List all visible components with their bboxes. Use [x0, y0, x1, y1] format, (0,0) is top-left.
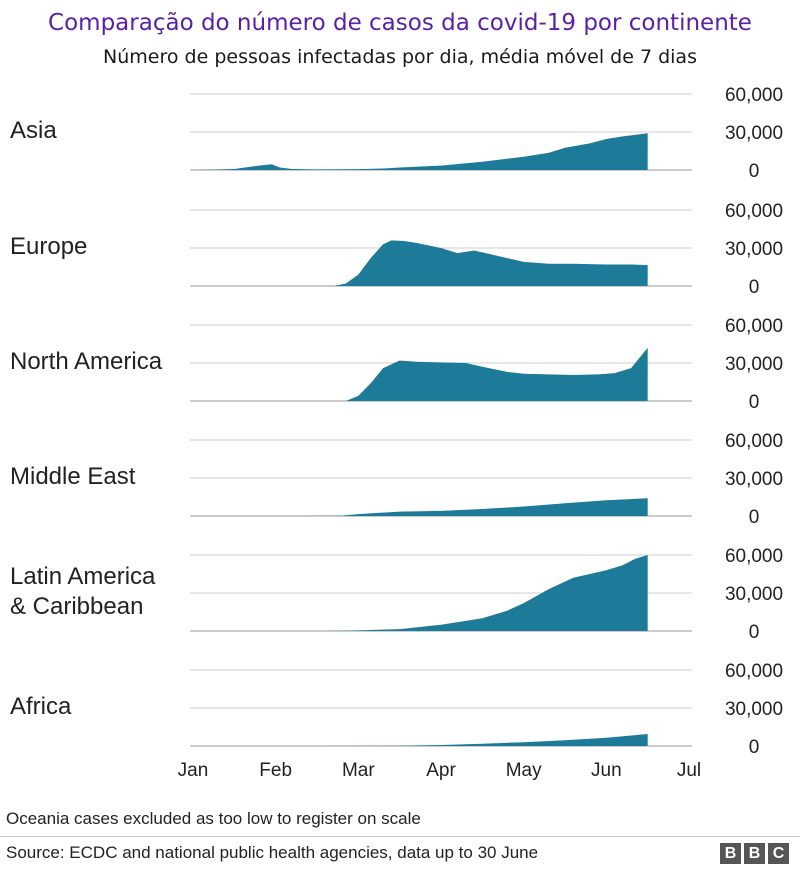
y-tick-label: 30,000	[725, 584, 783, 605]
bbc-logo: B B C	[720, 843, 789, 864]
logo-letter: B	[720, 843, 741, 864]
y-tick-label: 30,000	[725, 354, 783, 375]
y-tick-label: 30,000	[725, 469, 783, 490]
y-tick-label: 60,000	[725, 661, 783, 682]
panel-label: North America	[10, 348, 163, 375]
panel-label: Africa	[10, 693, 72, 720]
area-series	[317, 555, 648, 631]
panel-label: Middle East	[10, 463, 136, 490]
panel-label: Latin America	[10, 563, 156, 590]
chart-title: Comparação do número de casos da covid-1…	[48, 10, 752, 36]
area-series	[193, 133, 648, 170]
panel-label: & Caribbean	[10, 593, 143, 620]
x-tick-label: Jan	[178, 760, 209, 781]
x-tick-label: Mar	[342, 760, 375, 781]
area-series	[275, 240, 648, 286]
y-tick-label: 0	[749, 392, 760, 413]
y-tick-label: 0	[749, 737, 760, 758]
chart-canvas: 0 30,000 60,000 Asia 0 30,000 60,000 Europe 0 30,…	[10, 85, 783, 781]
y-tick-label: 60,000	[725, 546, 783, 567]
chart-subtitle: Número de pessoas infectadas por dia, mé…	[103, 46, 697, 68]
x-tick-label: May	[506, 760, 542, 781]
footnote: Oceania cases excluded as too low to reg…	[6, 809, 421, 828]
y-tick-label: 60,000	[725, 85, 783, 106]
panel-label: Asia	[10, 117, 57, 144]
x-tick-label: Jul	[677, 760, 701, 781]
logo-letter: B	[744, 843, 765, 864]
y-tick-label: 60,000	[725, 431, 783, 452]
source-note: Source: ECDC and national public health …	[6, 843, 539, 862]
y-tick-label: 0	[749, 277, 760, 298]
x-tick-label: Feb	[259, 760, 292, 781]
x-tick-label: Jun	[591, 760, 622, 781]
y-tick-label: 0	[749, 161, 760, 182]
y-tick-label: 0	[749, 507, 760, 528]
x-tick-label: Apr	[426, 760, 456, 781]
area-series	[317, 347, 648, 401]
y-tick-label: 30,000	[725, 699, 783, 720]
panel-label: Europe	[10, 233, 87, 260]
area-series	[292, 498, 648, 516]
y-tick-label: 30,000	[725, 123, 783, 144]
y-tick-label: 0	[749, 622, 760, 643]
area-series	[317, 734, 648, 746]
y-tick-label: 60,000	[725, 316, 783, 337]
logo-letter: C	[768, 843, 789, 864]
y-tick-label: 30,000	[725, 239, 783, 260]
y-tick-label: 60,000	[725, 201, 783, 222]
footer-divider	[0, 836, 800, 837]
